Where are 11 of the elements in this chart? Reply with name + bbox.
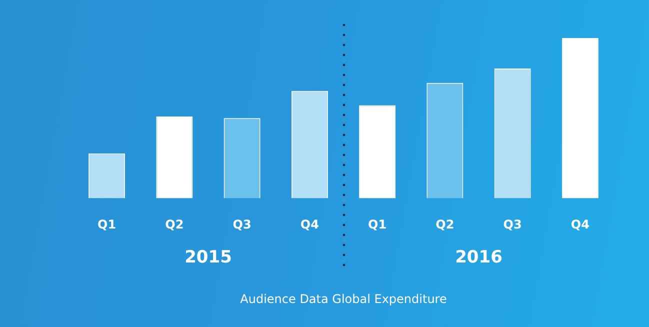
x-tick-label: Q3 <box>232 218 252 232</box>
x-tick-label: Q3 <box>503 218 522 232</box>
text: Audience Data Global Expenditure <box>240 292 447 306</box>
x-tick-label: Q4 <box>300 218 319 232</box>
text: 2015 <box>184 248 232 268</box>
x-tick-label: Q4 <box>570 218 590 232</box>
text: 2016 <box>455 248 502 268</box>
x-tick-label: Q1 <box>368 218 387 232</box>
x-tick-label: Q2 <box>436 218 454 232</box>
x-tick-label: Q2 <box>165 218 184 232</box>
x-tick-label: Q1 <box>98 218 116 232</box>
